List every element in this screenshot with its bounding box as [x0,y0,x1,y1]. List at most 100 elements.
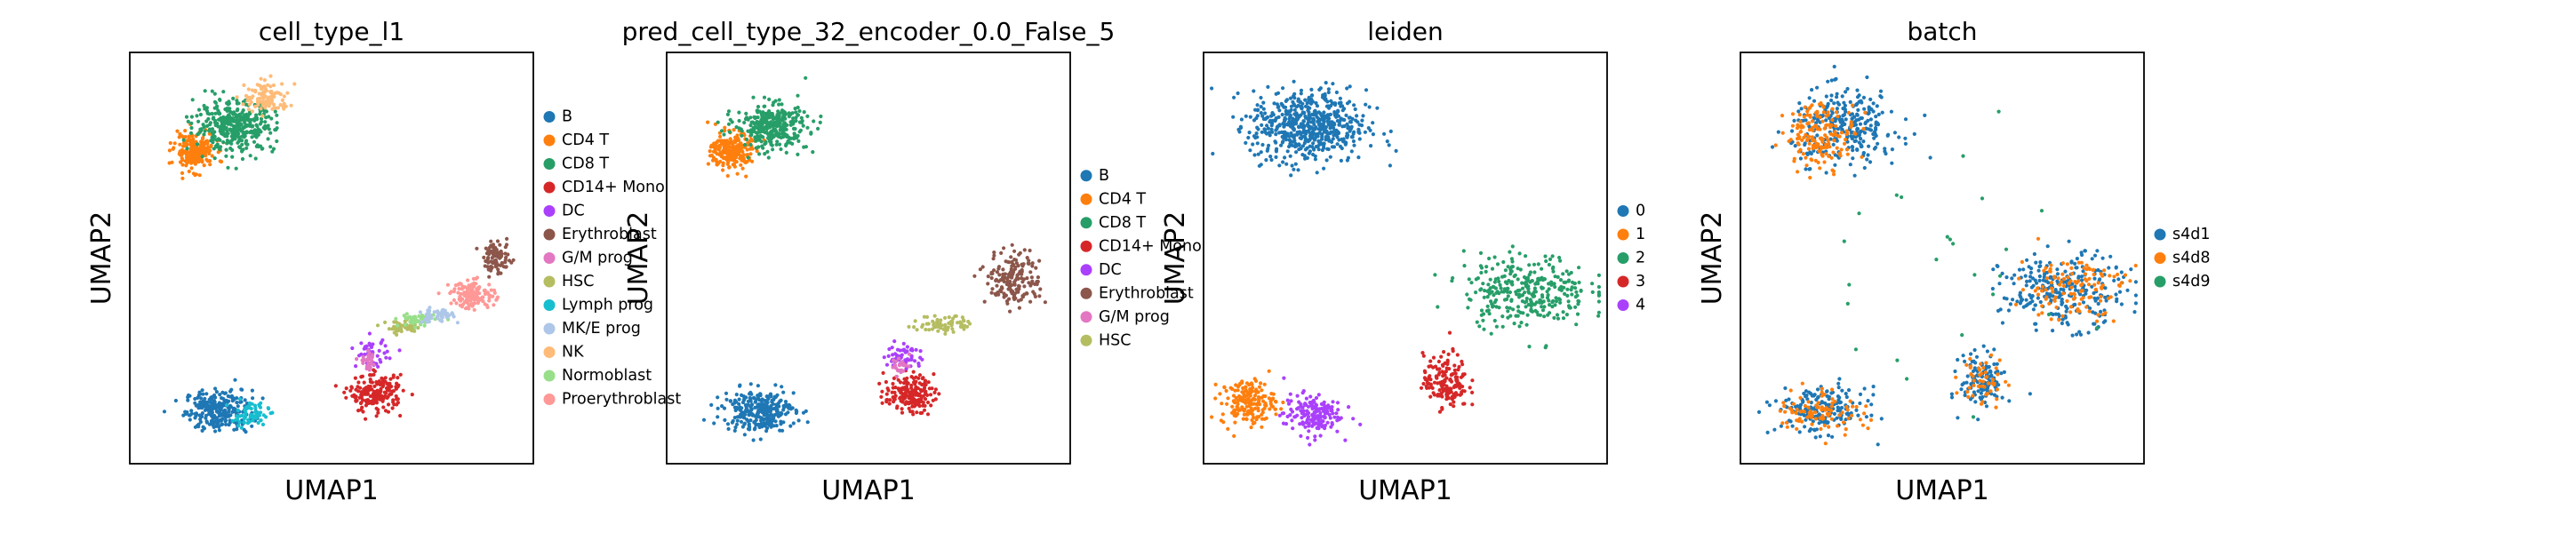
point-s4d1 [1866,111,1870,116]
point-0 [1320,147,1324,153]
point-s4d1 [1928,155,1932,160]
point-1 [1231,394,1236,398]
point-erythroblast [1027,259,1031,263]
point-dc [913,359,917,363]
point-erythroblast [1003,272,1008,276]
point-4 [1281,421,1286,426]
point-cd14-mono [362,380,366,385]
point-cd8-t [227,113,231,117]
point-2 [1502,298,1508,302]
point-0 [1283,155,1287,160]
point-cd4-t [732,162,737,166]
point-cd8-t [759,112,764,116]
point-lymph-prog [251,416,255,420]
point-b [198,417,203,422]
point-dc [918,349,923,354]
point-0 [1274,148,1278,153]
point-0 [1357,137,1362,141]
point-cd14-mono [910,395,916,400]
point-s4d1 [1756,410,1762,414]
legend-label-hsc: HSC [562,273,595,290]
point-cd8-t [240,139,244,143]
point-cd8-t [204,108,210,114]
point-cd8-t [243,113,247,117]
point-s4d1 [1835,95,1839,99]
point-cd4-t [168,140,172,146]
point-0 [1322,166,1326,171]
point-nk [267,104,271,108]
point-0 [1305,155,1309,160]
legend-marker-b [1080,170,1092,182]
point-b [788,424,793,428]
point-hsc [932,314,937,318]
point-0 [1302,141,1307,146]
point-1 [1222,385,1227,389]
point-cd8-t [749,132,754,138]
point-0 [1301,119,1306,123]
point-s4d1 [1864,415,1868,419]
point-b [242,427,246,432]
point-b [748,425,752,429]
point-cd8-t [212,106,217,110]
point-b [753,400,758,404]
point-b [805,420,810,425]
point-cd4-t [186,150,190,155]
point-0 [1357,131,1362,135]
point-2 [1488,286,1492,290]
point-b [217,428,221,433]
point-b [173,398,178,403]
point-erythroblast [1019,298,1023,302]
point-cd8-t [189,121,194,125]
point-2 [1490,266,1495,271]
point-hsc [935,317,940,322]
point-b [214,416,220,420]
point-cd8-t [241,131,245,136]
point-1 [1244,417,1249,421]
point-cd8-t [748,123,753,128]
point-4 [1313,434,1317,439]
point-cd8-t [266,137,270,141]
point-b [250,424,254,428]
point-cd4-t [719,139,724,144]
point-s4d1 [1829,93,1834,98]
point-dc [379,340,384,345]
point-b [251,396,255,401]
point-cd14-mono [388,381,392,386]
point-cd8-t [197,130,203,134]
point-erythroblast [995,283,999,288]
point-proerythroblast [453,283,458,288]
point-0 [1294,144,1299,148]
point-cd4-t [178,142,182,147]
point-b [716,406,720,410]
point-proerythroblast [472,307,476,312]
point-0 [1296,103,1300,107]
point-2 [1549,280,1554,284]
point-erythroblast [1015,287,1020,291]
point-0 [1256,127,1260,131]
legend-marker-2 [1617,252,1629,264]
point-g-m-prog [897,363,902,368]
point-cd8-t [210,89,214,93]
point-cd4-t [186,139,190,143]
point-4 [1282,411,1286,416]
point-cd4-t [178,131,182,136]
point-cd14-mono [932,390,937,394]
point-cd8-t [195,114,199,118]
point-0 [1329,99,1333,103]
point-cd14-mono [923,403,927,408]
point-s4d1 [1851,145,1855,149]
point-cd8-t [252,139,257,144]
point-0 [1369,144,1373,148]
point-cd14-mono [921,394,925,398]
point-cd4-t [208,148,212,153]
point-b [210,405,214,410]
legend-label-hsc: HSC [1099,331,1132,349]
point-b [228,403,233,408]
point-b [709,402,714,407]
point-0 [1300,153,1305,157]
point-cd8-t [784,143,788,147]
point-3 [1447,367,1452,371]
point-b [193,396,197,402]
point-4 [1299,434,1303,438]
point-b [748,390,753,395]
